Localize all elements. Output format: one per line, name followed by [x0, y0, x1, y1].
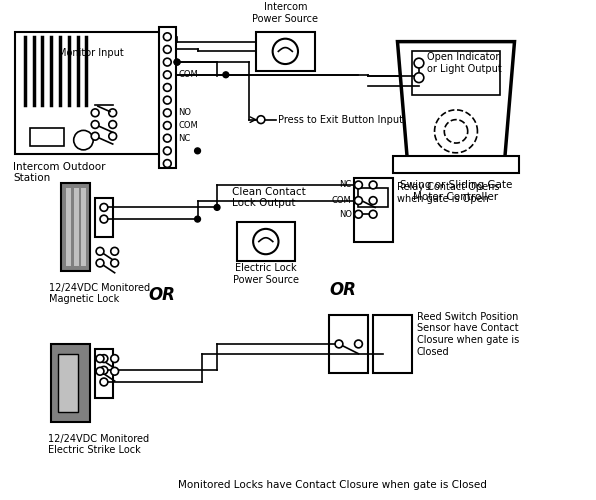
Circle shape — [369, 210, 377, 218]
Circle shape — [163, 58, 171, 66]
Circle shape — [195, 216, 200, 222]
Circle shape — [163, 134, 171, 142]
Circle shape — [163, 46, 171, 54]
Circle shape — [100, 215, 108, 223]
Text: Relay Contact Opens
when gate is Open: Relay Contact Opens when gate is Open — [398, 182, 500, 204]
Circle shape — [195, 148, 200, 154]
FancyBboxPatch shape — [30, 128, 64, 146]
FancyBboxPatch shape — [15, 32, 162, 154]
Circle shape — [109, 132, 117, 140]
FancyBboxPatch shape — [393, 156, 519, 174]
Text: COM: COM — [332, 196, 352, 205]
Text: Open Indicator
or Light Output: Open Indicator or Light Output — [427, 52, 501, 74]
Text: Reed Switch Position
Sensor have Contact
Closure when gate is
Closed: Reed Switch Position Sensor have Contact… — [417, 312, 519, 356]
Circle shape — [74, 130, 93, 150]
FancyBboxPatch shape — [412, 52, 500, 96]
Circle shape — [253, 229, 278, 254]
Circle shape — [335, 340, 343, 348]
Circle shape — [109, 109, 117, 116]
Text: NC: NC — [178, 134, 190, 142]
Text: Clean Contact
Lock Output: Clean Contact Lock Output — [232, 187, 305, 208]
Text: NO: NO — [178, 108, 191, 118]
Text: OR: OR — [149, 286, 176, 304]
FancyBboxPatch shape — [358, 188, 388, 208]
Circle shape — [174, 59, 180, 65]
Circle shape — [100, 204, 108, 212]
Text: Intercom
Power Source: Intercom Power Source — [252, 2, 318, 24]
Text: COM: COM — [178, 121, 198, 130]
Circle shape — [272, 38, 298, 64]
Circle shape — [414, 73, 424, 83]
Circle shape — [96, 259, 104, 267]
Circle shape — [163, 160, 171, 168]
FancyBboxPatch shape — [159, 27, 176, 169]
Circle shape — [174, 59, 180, 65]
Circle shape — [91, 109, 99, 116]
Text: Press to Exit Button Input: Press to Exit Button Input — [278, 114, 402, 124]
Circle shape — [257, 116, 265, 124]
Circle shape — [163, 84, 171, 92]
FancyBboxPatch shape — [66, 188, 71, 266]
Circle shape — [355, 340, 362, 348]
Circle shape — [369, 196, 377, 204]
Text: OR: OR — [329, 282, 356, 300]
FancyBboxPatch shape — [95, 198, 113, 236]
Text: Intercom Outdoor
Station: Intercom Outdoor Station — [13, 162, 105, 183]
Circle shape — [111, 259, 119, 267]
Circle shape — [355, 181, 362, 189]
Text: 12/24VDC Monitored
Magnetic Lock: 12/24VDC Monitored Magnetic Lock — [49, 282, 150, 304]
FancyBboxPatch shape — [373, 314, 412, 373]
Text: NO: NO — [339, 210, 352, 218]
Circle shape — [355, 210, 362, 218]
Circle shape — [214, 204, 220, 210]
Circle shape — [109, 120, 117, 128]
FancyBboxPatch shape — [82, 188, 86, 266]
Circle shape — [111, 368, 119, 375]
FancyBboxPatch shape — [353, 178, 393, 242]
FancyBboxPatch shape — [58, 354, 77, 412]
Circle shape — [111, 248, 119, 255]
Circle shape — [163, 71, 171, 78]
Text: Electric Lock
Power Source: Electric Lock Power Source — [233, 263, 299, 284]
Circle shape — [100, 366, 108, 374]
FancyBboxPatch shape — [51, 344, 90, 422]
Polygon shape — [398, 42, 514, 158]
FancyBboxPatch shape — [329, 314, 368, 373]
Text: Monitored Locks have Contact Closure when gate is Closed: Monitored Locks have Contact Closure whe… — [178, 480, 487, 490]
Circle shape — [369, 181, 377, 189]
Circle shape — [223, 72, 229, 78]
Circle shape — [163, 122, 171, 130]
FancyBboxPatch shape — [61, 183, 90, 271]
Text: 12/24VDC Monitored
Electric Strike Lock: 12/24VDC Monitored Electric Strike Lock — [48, 434, 150, 456]
Circle shape — [96, 354, 104, 362]
Circle shape — [91, 120, 99, 128]
Circle shape — [163, 33, 171, 40]
Circle shape — [163, 147, 171, 155]
Text: Monitor Input: Monitor Input — [58, 48, 124, 58]
FancyBboxPatch shape — [95, 349, 113, 398]
Circle shape — [96, 368, 104, 375]
Text: COM: COM — [178, 70, 198, 80]
Circle shape — [414, 58, 424, 68]
Circle shape — [111, 354, 119, 362]
Circle shape — [355, 196, 362, 204]
Circle shape — [100, 378, 108, 386]
FancyBboxPatch shape — [256, 32, 315, 71]
FancyBboxPatch shape — [74, 188, 79, 266]
Circle shape — [100, 354, 108, 362]
Circle shape — [163, 96, 171, 104]
FancyBboxPatch shape — [237, 222, 295, 261]
Circle shape — [91, 132, 99, 140]
Circle shape — [163, 109, 171, 116]
Text: NC: NC — [339, 180, 352, 190]
Circle shape — [96, 248, 104, 255]
Text: Swing or Sliding Gate
Motor Controller: Swing or Sliding Gate Motor Controller — [400, 180, 512, 202]
